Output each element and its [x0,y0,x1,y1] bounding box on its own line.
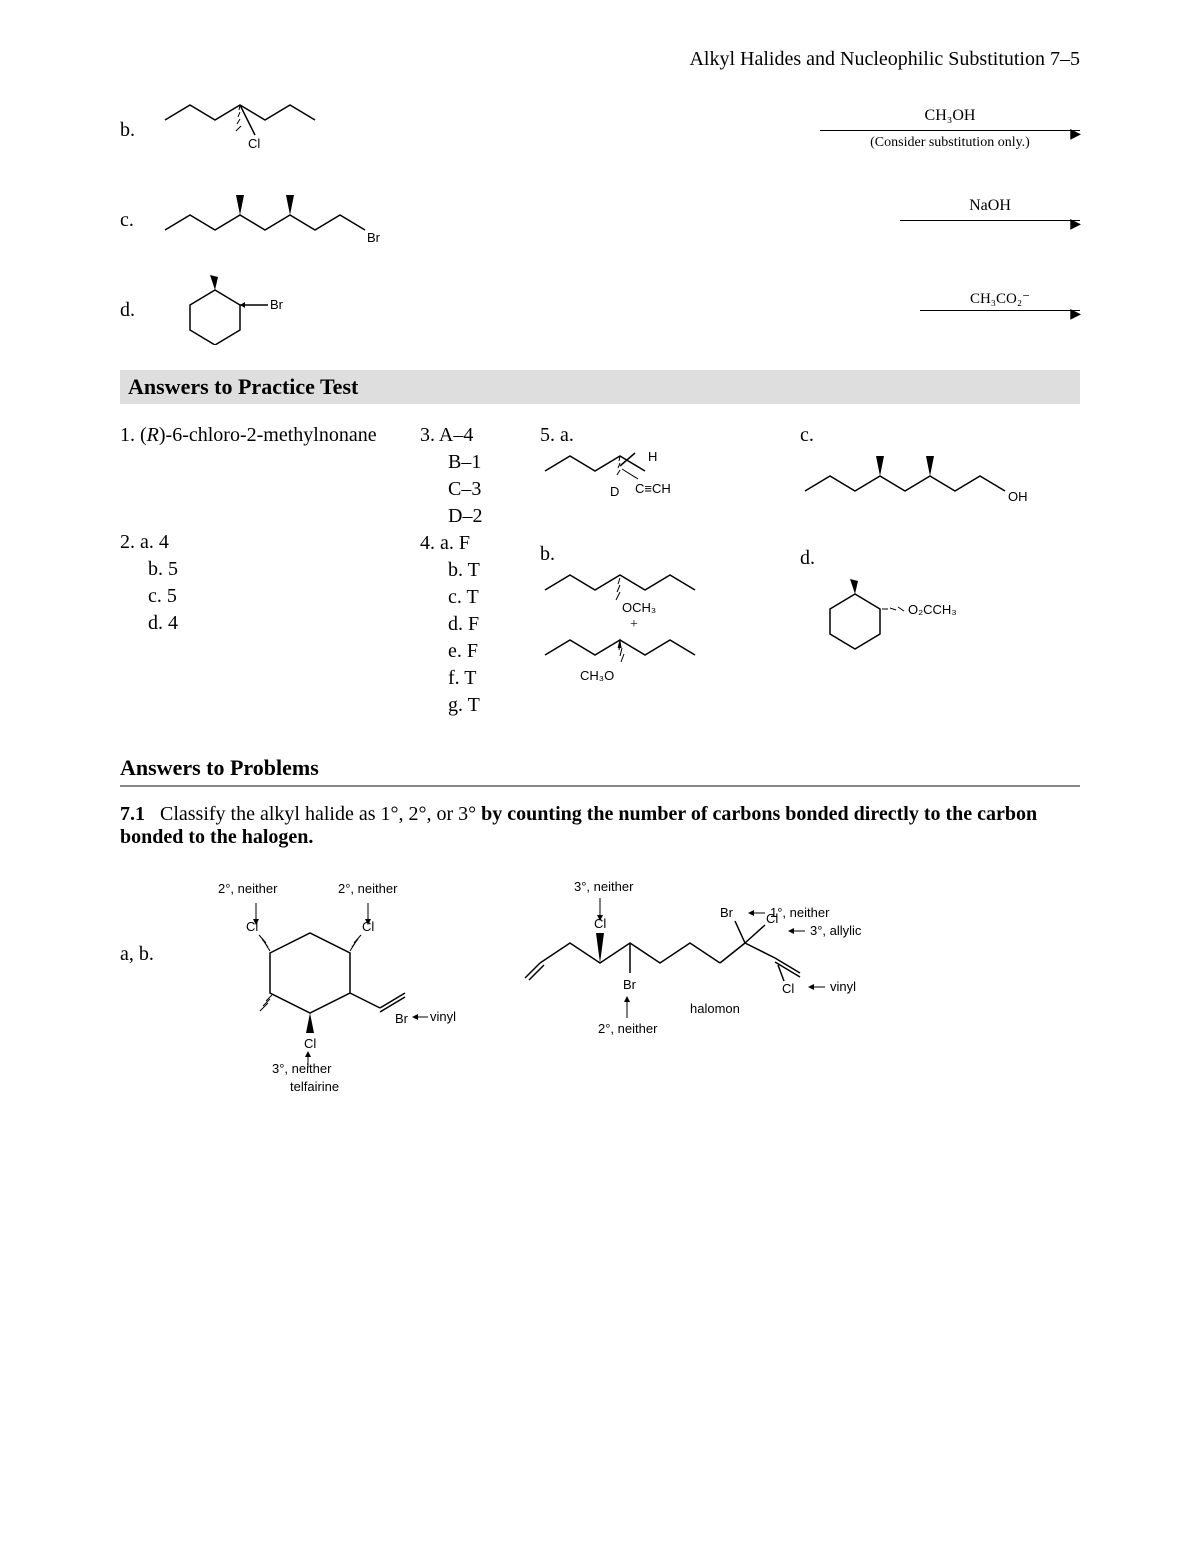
question-b-label: b. [120,119,160,142]
ans-5c: c. [800,424,1060,447]
ans-5b: b. [540,543,800,566]
question-d-label: d. [120,299,160,322]
ans-5d-svg: O₂CCH₃ [800,574,1000,654]
halomon-label-5: 2°, neither [598,1021,657,1036]
structure-d-svg: Br [160,275,320,345]
svg-text:Br: Br [270,297,284,312]
halomon-label-1: 3°, neither [574,879,633,894]
halomon-name: halomon [690,1001,740,1016]
ans-5a-svg: H D C≡CH [540,451,720,531]
question-b-row: b. Cl ▶ CH₃OH (Consider substitution onl… [120,100,1080,160]
question-d-structure: Br [160,280,910,340]
question-c-arrow: ▶ NaOH [900,220,1080,221]
telfairine-name: telfairine [290,1079,339,1094]
ans-4d: d. F [420,613,540,636]
halomon-label-2: 1°, neither [770,905,829,920]
ans-3b: B–1 [420,451,540,474]
problem-7-1-structures: a, b. Cl Cl Cl [120,873,1080,1078]
ans-3d: D–2 [420,505,540,528]
question-c-structure: Br [160,190,890,250]
telfairine-label-1: 2°, neither [218,881,277,896]
question-b-arrow: ▶ CH₃OH (Consider substitution only.) [820,130,1080,131]
page-content: b. Cl ▶ CH₃OH (Consider substitution onl… [120,100,1080,1078]
arrowhead-icon: ▶ [1070,306,1081,323]
problem-7-1: 7.1 Classify the alkyl halide as 1°, 2°,… [120,803,1080,849]
question-d-reagent-top: CH₃CO₂⁻ [920,289,1080,308]
halomon-block: Cl Br Br Cl Cl [520,873,940,1078]
ans-4e: e. F [420,640,540,663]
telfairine-label-2: 2°, neither [338,881,397,896]
svg-text:OH: OH [1008,489,1028,504]
svg-text:O₂CCH₃: O₂CCH₃ [908,602,957,617]
question-b-structure: Cl [160,100,810,160]
ans-5a: 5. a. [540,424,800,447]
svg-text:H: H [648,451,657,464]
answers-practice-grid: 1. (R)-6-chloro-2-methylnonane 2. a. 4 b… [120,424,1080,721]
ans-2c: c. 5 [120,585,420,608]
ans-3c: C–3 [420,478,540,501]
ans-4c: c. T [420,586,540,609]
svg-text:Br: Br [623,977,637,992]
problem-7-1-num: 7.1 [120,803,145,825]
ans-1: 1. (R)-6-chloro-2-methylnonane [120,424,420,447]
ans-4a: 4. a. F [420,532,540,555]
ans-5b-svg: OCH₃ + CH₃O [540,570,740,690]
question-c-label: c. [120,209,160,232]
ans-4f: f. T [420,667,540,690]
question-b-reagent-top: CH₃OH [820,107,1080,125]
halomon-label-3: 3°, allylic [810,923,861,938]
page-header: Alkyl Halides and Nucleophilic Substitut… [689,48,1080,71]
question-d-row: d. Br ▶ CH₃CO₂⁻ [120,280,1080,340]
section-problems: Answers to Problems [120,751,1080,787]
page: Alkyl Halides and Nucleophilic Substitut… [0,0,1200,1553]
ans-2d: d. 4 [120,612,420,635]
problem-7-1-lead: Classify the alkyl halide as 1°, 2°, or … [160,803,481,825]
arrowhead-icon: ▶ [1070,216,1081,233]
ans-4b: b. T [420,559,540,582]
section-practice-test: Answers to Practice Test [120,370,1080,404]
ans-3a: 3. A–4 [420,424,540,447]
problem-7-1-ab-label: a, b. [120,873,180,966]
svg-text:Br: Br [395,1011,409,1026]
structure-c-svg: Br [160,190,390,250]
svg-text:C≡CH: C≡CH [635,481,671,496]
telfairine-label-3: 3°, neither [272,1061,331,1076]
ans-2b: b. 5 [120,558,420,581]
structure-b-svg: Cl [160,100,350,160]
svg-text:CH₃O: CH₃O [580,668,614,683]
question-c-row: c. Br ▶ NaOH [120,190,1080,250]
svg-text:Cl: Cl [782,981,794,996]
svg-text:Cl: Cl [248,136,260,151]
svg-text:Br: Br [720,905,734,920]
question-b-reagent-bot: (Consider substitution only.) [820,135,1080,151]
ans-4g: g. T [420,694,540,717]
ans-5d: d. [800,547,1060,570]
halomon-label-4: vinyl [830,979,856,994]
question-c-reagent-top: NaOH [900,197,1080,215]
svg-text:Cl: Cl [304,1036,316,1051]
svg-text:OCH₃: OCH₃ [622,600,656,615]
svg-text:D: D [610,484,619,499]
telfairine-label-4: vinyl [430,1009,456,1024]
telfairine-block: Cl Cl Cl Br [180,873,480,1078]
svg-text:Br: Br [367,230,381,245]
ans-5c-svg: OH [800,451,1040,511]
section-problems-title: Answers to Problems [120,755,319,780]
question-d-arrow: ▶ CH₃CO₂⁻ [920,310,1080,311]
ans-2a: 2. a. 4 [120,531,420,554]
svg-text:+: + [630,617,638,632]
